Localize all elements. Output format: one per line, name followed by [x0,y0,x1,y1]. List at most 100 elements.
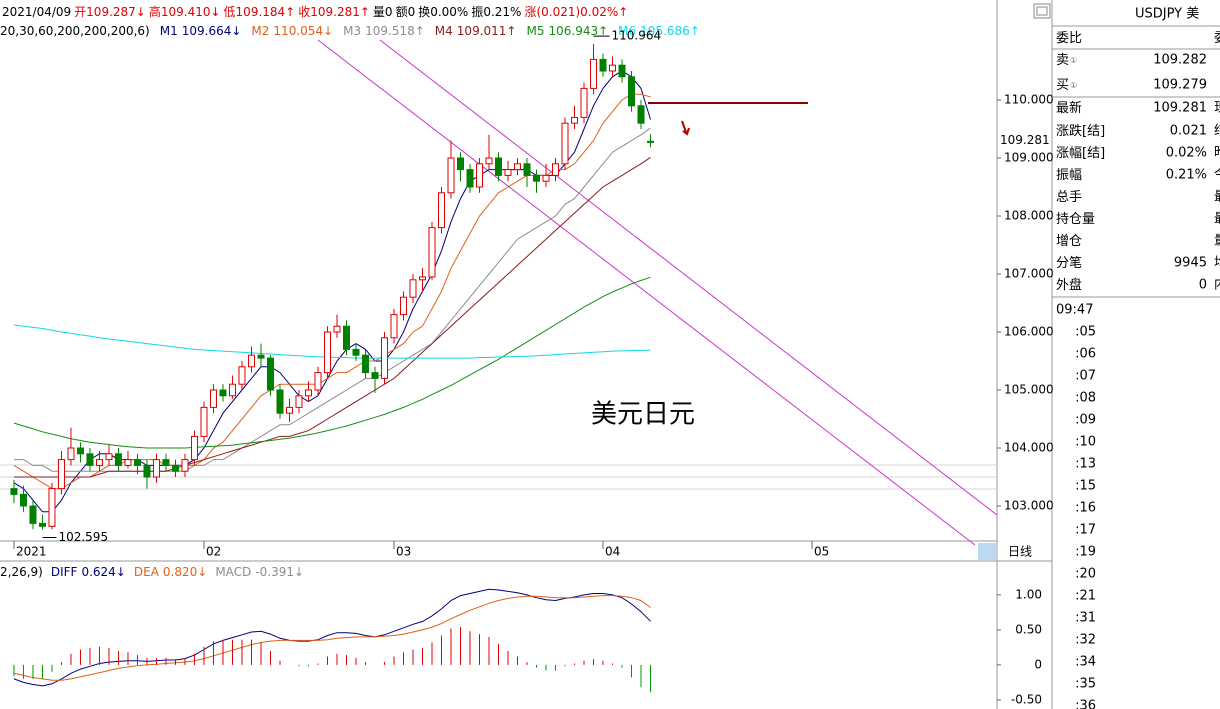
scroll-box[interactable] [978,543,996,560]
row-label-text: 涨跌[结] [1056,123,1105,139]
candle-body [29,505,37,524]
candle-body [647,140,655,143]
row-cut: 委 [1214,31,1220,46]
legend-value: 0.820↓ [163,565,207,579]
row-mark: ① [1070,81,1077,90]
row-label-text: 分笔 [1056,255,1082,271]
row-label: 分笔 [1056,255,1082,271]
candle-body [143,464,151,478]
x-tick-label: 04 [605,545,620,559]
candle-body [456,157,464,171]
candle-body [542,174,550,182]
tick-time: :10 [1075,435,1096,450]
row-cut: 内 [1214,277,1220,293]
candle-body [295,395,303,408]
candle-body [552,163,560,176]
candle-body [304,389,312,397]
candle-body [342,325,350,350]
row-value: 9945 [1174,256,1207,271]
info-item: 量0 [373,5,393,19]
candle-body [352,348,360,356]
candle-body [285,406,293,414]
candle-body [447,157,455,194]
price-chart: 2021/04/09 开109.287↓ 高109.410↓ 低109.184↑ 收10… [0,4,1054,559]
tick-time: :36 [1075,699,1096,709]
tick-time: 09:47 [1056,303,1093,318]
candle-body [257,354,265,359]
legend-value: -0.391↓ [255,565,304,579]
row-label: 最新 [1056,100,1082,116]
legend-name: M3 [343,24,361,38]
info-item: 额0 [396,5,416,19]
macd-line [13,588,651,687]
row-label: 增仓 [1056,234,1082,249]
candle-body [361,354,369,374]
tick-time: :17 [1075,523,1096,538]
row-value: 109.282 [1153,53,1207,68]
row-value: 0.21% [1166,168,1207,183]
x-tick-label: 03 [396,545,411,559]
candle-body [475,163,483,188]
candle-body [76,447,84,455]
tick-time: :19 [1075,545,1096,560]
arrow-mark [681,120,690,136]
y-tick-label: 109.000 [1004,150,1054,164]
candle-body [133,459,141,466]
tick-time: :34 [1075,655,1096,670]
candle-body [238,366,246,385]
row-cut: 结 [1214,124,1220,139]
quote-panel: USDJPY 美委比委卖①109.282买①109.279最新109.281现涨… [1052,7,1220,709]
row-label: 振幅 [1056,168,1082,183]
x-tick-label: 02 [206,545,221,559]
candle-body [162,459,170,466]
y-tick-label: 106.000 [1004,325,1054,339]
row-cut: 现 [1214,101,1220,116]
candle-body [371,372,379,379]
panel-button[interactable] [1033,3,1051,19]
info-item: 高109.410↓ [149,4,221,19]
candle-body [314,372,322,391]
candle-body [533,174,541,182]
candle-body [209,389,217,408]
candle-body [323,331,331,374]
tick-time: :35 [1075,677,1096,692]
info-item: 换0.00% [418,5,468,19]
candle-body [485,157,493,165]
row-label: 买① [1056,78,1077,93]
row-cut: 最 [1214,190,1220,205]
candle-body [637,105,645,124]
y-tick-label: 103.000 [1004,499,1054,513]
info-item: 2021/04/09 [2,5,71,19]
row-label: 涨跌[结] [1056,123,1105,139]
info-item: 振0.21% [471,5,521,19]
candle-body [495,157,502,176]
y-tick-label: 110.000 [1004,92,1054,106]
tick-time: :20 [1075,567,1096,582]
tick-time: :06 [1075,347,1096,362]
tick-time: :21 [1075,589,1096,604]
row-label: 卖① [1056,53,1077,68]
candle-body [580,87,588,118]
candle-body [437,192,445,229]
row-label-text: 总手 [1056,190,1082,205]
tick-time: :07 [1075,369,1096,384]
period-label: 日线 [1008,545,1032,559]
candle-body [418,276,426,281]
candle-body [504,169,512,176]
macd-params: 2,26,9) [0,565,43,579]
row-value: 0.021 [1170,124,1207,139]
row-label: 持仓量 [1056,212,1095,227]
candle-body [190,435,198,461]
candle-body [618,64,626,78]
candle-body [228,383,236,397]
candle-body [48,488,56,527]
row-value: 109.279 [1153,78,1207,93]
y-tick-label: 107.000 [1004,267,1054,281]
info-line: 2021/04/09 开109.287↓ 高109.410↓ 低109.184↑ 收10… [2,4,628,19]
row-cut: 量 [1214,234,1220,249]
chart-annotation: 美元日元 [591,400,695,430]
row-value: 0.02% [1166,146,1207,161]
candle-body [561,122,569,165]
